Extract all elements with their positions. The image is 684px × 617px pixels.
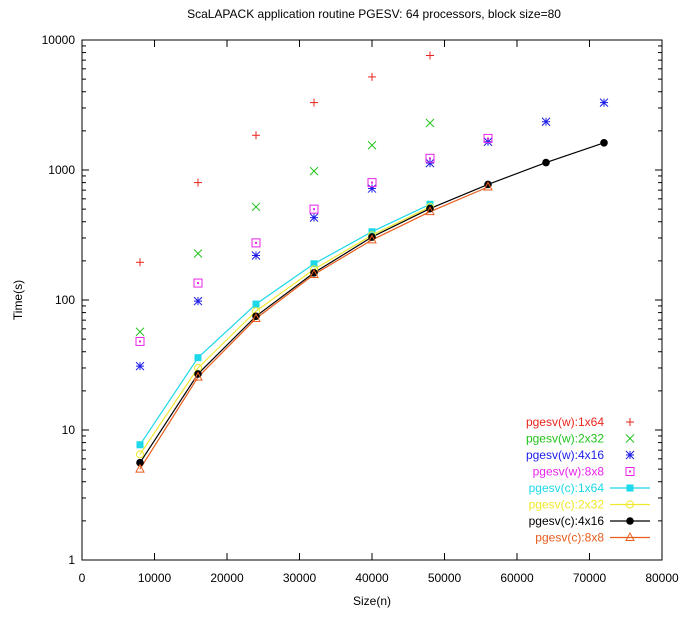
legend: pgesv(w):1x64 pgesv(w):2x32 pgesv(w):4x16 p… [526, 415, 650, 545]
y-tick-label: 100 [55, 293, 75, 307]
chart-title: ScaLAPACK application routine PGESV: 64 … [187, 7, 561, 21]
data-point-pgesv-c-4x16 [542, 158, 550, 167]
data-point-pgesv-w-4x16 [193, 296, 203, 306]
legend-label-pgesv-w-4x16: pgesv(w):4x16 [526, 448, 604, 462]
data-point-pgesv-w-4x16 [367, 184, 377, 193]
series-line-pgesv-c-1x64 [139, 203, 431, 446]
data-point-pgesv-w-2x32 [251, 202, 261, 212]
x-tick-label: 70000 [573, 571, 607, 585]
data-point-pgesv-w-8x8 [193, 278, 203, 288]
data-point-pgesv-c-4x16 [310, 268, 318, 277]
data-point-pgesv-w-2x32 [425, 118, 435, 128]
data-point-pgesv-w-1x64 [310, 98, 318, 107]
data-point-pgesv-w-4x16 [135, 361, 145, 371]
x-tick-label: 40000 [355, 571, 389, 585]
data-point-pgesv-c-4x16 [136, 458, 144, 467]
y-tick-label: 10000 [42, 33, 76, 47]
data-point-pgesv-w-8x8 [251, 238, 261, 248]
data-point-pgesv-w-8x8 [309, 204, 319, 214]
legend-marker-pgesv-c-1x64 [626, 484, 634, 492]
x-tick-label: 60000 [500, 571, 534, 585]
legend-label-pgesv-c-8x8: pgesv(c):8x8 [535, 531, 604, 545]
legend-marker-pgesv-w-1x64 [626, 418, 634, 426]
data-point-pgesv-c-8x8 [251, 312, 261, 323]
legend-label-pgesv-w-1x64: pgesv(w):1x64 [526, 415, 604, 429]
data-point-pgesv-w-4x16 [309, 213, 319, 223]
data-point-pgesv-w-2x32 [309, 166, 319, 176]
data-point-pgesv-c-4x16 [600, 138, 608, 147]
data-point-pgesv-c-1x64 [252, 300, 260, 308]
data-point-pgesv-c-8x8 [367, 234, 377, 244]
legend-marker-pgesv-c-4x16 [626, 517, 634, 525]
x-tick-label: 10000 [138, 571, 172, 585]
y-tick-label: 10 [62, 423, 76, 437]
axis-ticks: 0 10000 20000 30000 40000 50000 60000 70000 8000… [42, 33, 679, 585]
data-point-pgesv-c-2x32 [136, 450, 144, 459]
data-point-pgesv-w-4x16 [251, 251, 261, 260]
x-tick-label: 80000 [645, 571, 679, 585]
data-point-pgesv-c-8x8 [193, 371, 203, 381]
x-tick-label: 0 [79, 571, 86, 585]
data-point-pgesv-c-8x8 [425, 206, 435, 216]
data-point-pgesv-w-1x64 [194, 178, 202, 187]
legend-marker-pgesv-w-2x32 [625, 434, 635, 443]
data-point-pgesv-w-8x8 [367, 178, 377, 188]
x-tick-label: 50000 [428, 571, 462, 585]
data-point-pgesv-w-8x8 [483, 133, 493, 143]
data-point-pgesv-w-8x8 [135, 336, 145, 346]
data-point-pgesv-w-2x32 [135, 327, 145, 337]
data-point-pgesv-c-8x8 [309, 268, 319, 279]
legend-marker-pgesv-c-8x8 [625, 531, 635, 541]
legend-label-pgesv-c-2x32: pgesv(c):2x32 [529, 498, 605, 512]
data-point-pgesv-c-1x64 [136, 441, 144, 449]
data-point-pgesv-w-2x32 [193, 249, 203, 258]
data-point-pgesv-c-8x8 [135, 463, 145, 473]
y-tick-label: 1 [68, 553, 75, 567]
legend-label-pgesv-c-4x16: pgesv(c):4x16 [529, 514, 605, 528]
data-point-pgesv-w-2x32 [367, 140, 377, 150]
data-point-pgesv-c-1x64 [426, 200, 434, 208]
x-axis-label: Size(n) [353, 594, 391, 608]
legend-label-pgesv-w-2x32: pgesv(w):2x32 [526, 432, 604, 446]
data-point-pgesv-c-1x64 [194, 354, 202, 362]
y-axis-label: Time(s) [11, 280, 25, 320]
series-markers [135, 51, 609, 473]
data-point-pgesv-c-8x8 [483, 181, 493, 191]
data-point-pgesv-w-4x16 [425, 158, 435, 168]
data-point-pgesv-w-1x64 [368, 72, 376, 81]
legend-label-pgesv-w-8x8: pgesv(w):8x8 [533, 465, 605, 479]
data-point-pgesv-w-4x16 [541, 117, 551, 127]
y-tick-label: 1000 [48, 163, 75, 177]
data-point-pgesv-c-1x64 [310, 260, 318, 268]
data-point-pgesv-w-1x64 [426, 51, 434, 60]
data-point-pgesv-w-8x8 [425, 153, 435, 163]
legend-marker-pgesv-w-8x8 [625, 467, 635, 476]
series-line-pgesv-c-2x32 [139, 206, 431, 455]
x-tick-label: 20000 [210, 571, 244, 585]
data-point-pgesv-w-1x64 [136, 258, 144, 267]
x-tick-label: 30000 [283, 571, 317, 585]
legend-label-pgesv-c-1x64: pgesv(c):1x64 [529, 481, 605, 495]
series-line-pgesv-c-8x8 [139, 186, 489, 470]
legend-marker-pgesv-c-2x32 [626, 500, 634, 509]
data-point-pgesv-w-1x64 [252, 131, 260, 140]
data-point-pgesv-w-4x16 [599, 98, 609, 107]
legend-marker-pgesv-w-4x16 [625, 450, 635, 460]
